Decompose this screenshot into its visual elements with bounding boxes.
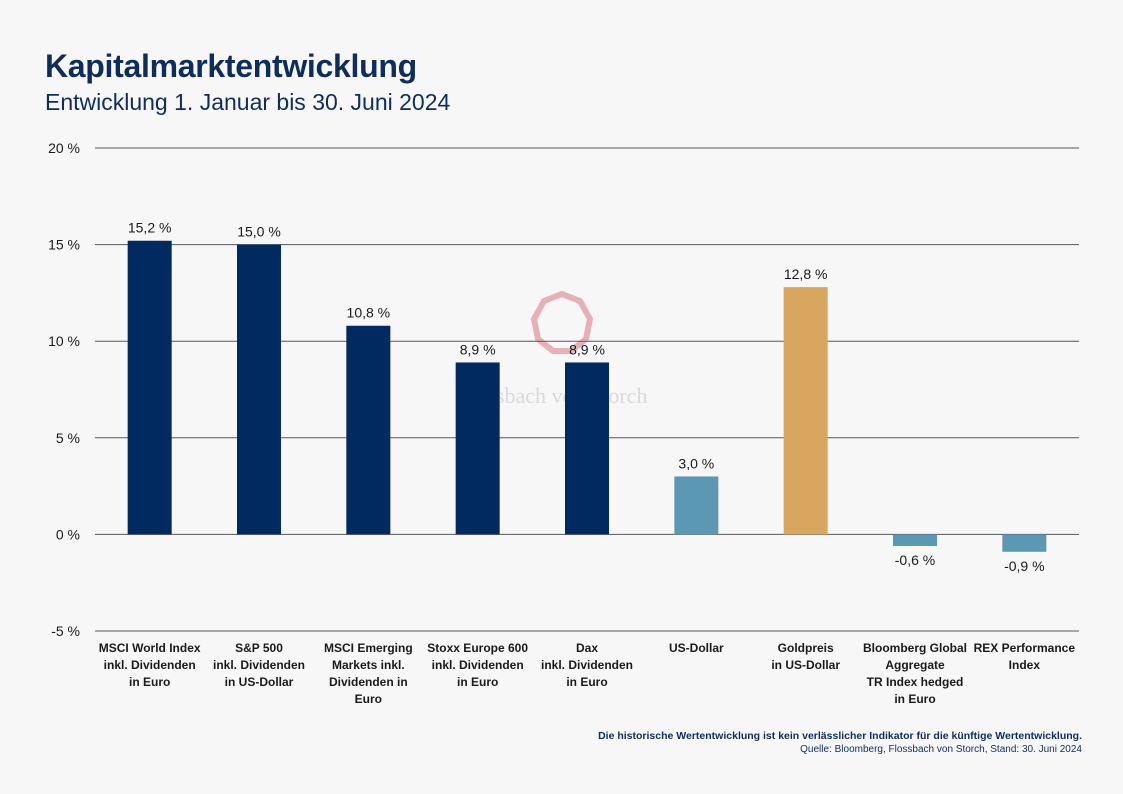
x-category-label-line: inkl. Dividenden <box>104 658 196 672</box>
bar <box>127 240 172 535</box>
x-category-label-line: in Euro <box>566 675 607 689</box>
bar <box>893 534 937 546</box>
x-category-label-line: Bloomberg Global <box>863 641 967 655</box>
x-category-label-line: Euro <box>355 692 382 706</box>
source-text: Quelle: Bloomberg, Flossbach von Storch,… <box>800 744 1082 755</box>
x-category-label-line: Goldpreis <box>778 641 834 655</box>
chart-subtitle: Entwicklung 1. Januar bis 30. Juni 2024 <box>45 89 451 115</box>
x-category-label: REX Performance Index <box>974 641 1076 672</box>
x-category-label-line: US-Dollar <box>669 641 724 655</box>
x-category-label: Goldpreis in US-Dollar <box>771 641 840 672</box>
x-category-label-line: MSCI Emerging <box>324 641 413 655</box>
data-label: 3,0 % <box>678 455 714 471</box>
y-tick-label: -5 % <box>51 623 80 639</box>
x-category-label: S&P 500 inkl. Dividenden in US-Dollar <box>213 641 305 689</box>
x-category-label-line: Dividenden in <box>329 675 408 689</box>
bar <box>1002 534 1047 552</box>
x-category-label: Dax inkl. Dividenden in Euro <box>541 641 633 689</box>
data-label: 15,2 % <box>128 220 172 236</box>
x-category-label: MSCI World Index inkl. Dividenden in Euro <box>99 641 201 689</box>
bar <box>565 362 609 535</box>
bar <box>346 325 391 535</box>
x-category-label: Stoxx Europe 600 inkl. Dividenden in Euro <box>427 641 528 689</box>
x-category-label-line: Index <box>1009 658 1041 672</box>
data-label: -0,6 % <box>895 552 935 568</box>
data-label: 10,8 % <box>347 305 391 321</box>
x-category-label-line: Dax <box>576 641 598 655</box>
x-category-label-line: inkl. Dividenden <box>541 658 633 672</box>
x-category-label-line: Markets inkl. <box>332 658 405 672</box>
x-category-label-line: in Euro <box>894 692 935 706</box>
bar-chart: -5 % 0 % 5 % 10 % 15 % 20 % 15,2 % MSCI World I… <box>48 140 1079 706</box>
x-category-label: MSCI Emerging Markets inkl. Dividenden in E… <box>324 641 413 706</box>
x-category-label-line: in US-Dollar <box>771 658 840 672</box>
x-category-label-line: TR Index hedged <box>867 675 964 689</box>
watermark-logo-shape <box>530 290 594 354</box>
bar <box>674 476 719 535</box>
watermark-logo-icon <box>530 290 594 354</box>
y-tick-label: 10 % <box>48 333 80 349</box>
y-tick-label: 0 % <box>56 526 80 542</box>
disclaimer-text: Die historische Wertentwicklung ist kein… <box>598 730 1082 742</box>
data-label: 15,0 % <box>237 224 281 240</box>
data-label: 8,9 % <box>460 341 496 357</box>
x-category-label-line: Aggregate <box>885 658 945 672</box>
x-category-label-line: S&P 500 <box>235 641 283 655</box>
x-category-label-line: in US-Dollar <box>225 675 294 689</box>
x-category-label-line: Stoxx Europe 600 <box>427 641 528 655</box>
data-label: 8,9 % <box>569 341 605 357</box>
x-category-label-line: MSCI World Index <box>99 641 201 655</box>
bar <box>237 244 281 535</box>
chart-title: Kapitalmarktentwicklung <box>45 48 417 84</box>
y-tick-label: 15 % <box>48 237 80 253</box>
bar <box>455 362 500 535</box>
data-label: -0,9 % <box>1004 558 1044 574</box>
y-tick-label: 5 % <box>56 430 80 446</box>
x-category-label-line: inkl. Dividenden <box>213 658 305 672</box>
x-category-label-line: REX Performance <box>974 641 1076 655</box>
data-label: 12,8 % <box>784 266 828 282</box>
x-category-label-line: in Euro <box>457 675 498 689</box>
x-category-label: Bloomberg Global Aggregate TR Index hedged… <box>863 641 967 706</box>
bar <box>783 287 828 535</box>
y-tick-label: 20 % <box>48 140 80 156</box>
x-category-label-line: inkl. Dividenden <box>432 658 524 672</box>
x-category-label: US-Dollar <box>669 641 724 655</box>
x-category-label-line: in Euro <box>129 675 170 689</box>
